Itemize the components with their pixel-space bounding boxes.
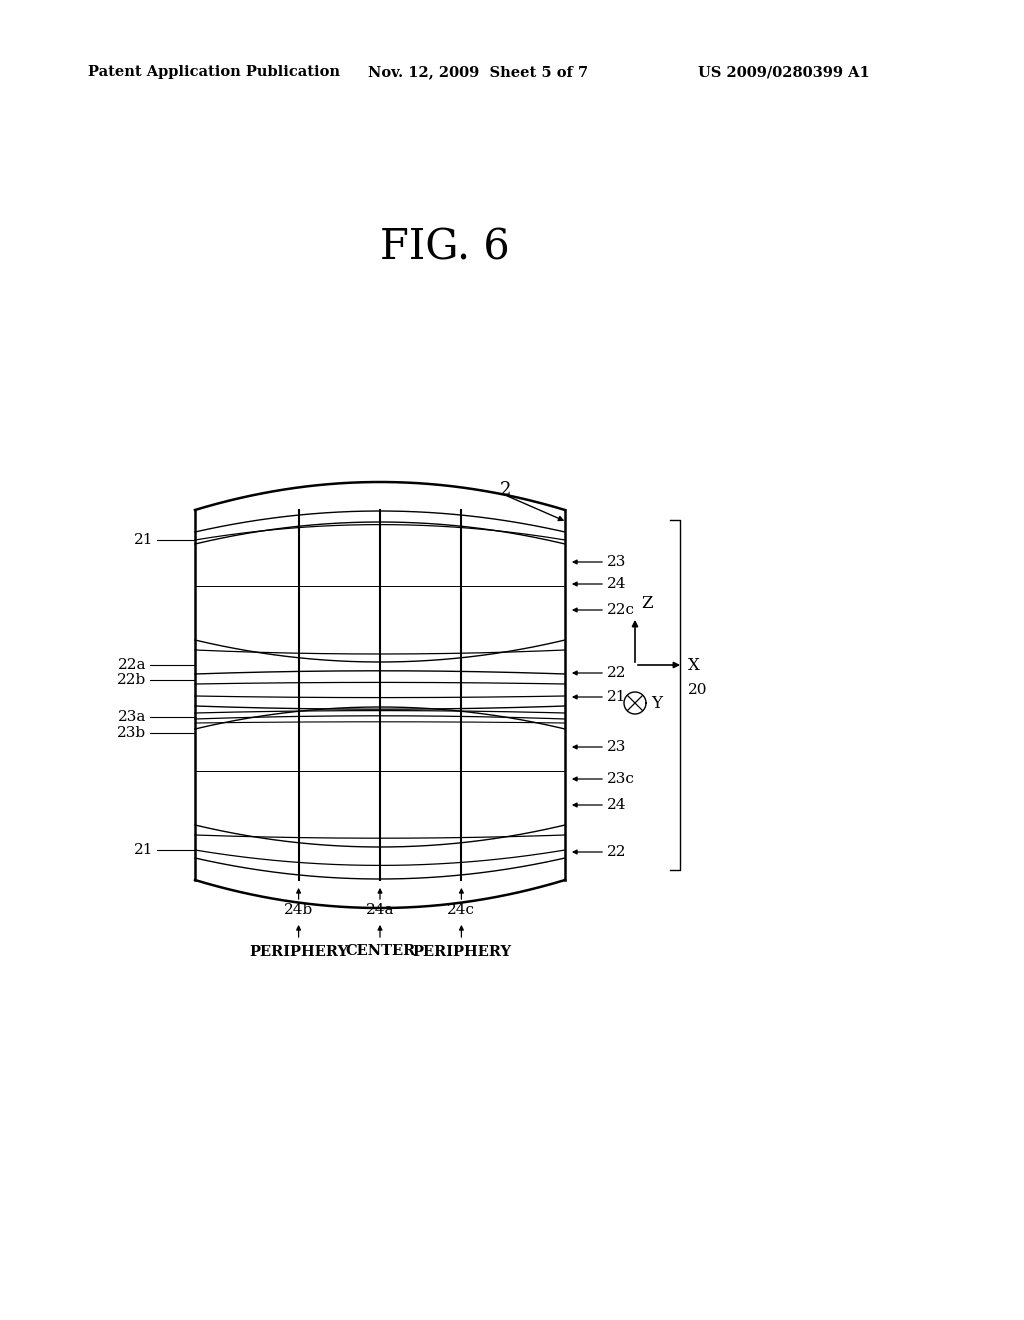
Text: X: X: [688, 656, 699, 673]
Text: FIG. 6: FIG. 6: [380, 227, 510, 269]
Text: 20: 20: [688, 682, 708, 697]
Text: 22a: 22a: [118, 657, 146, 672]
Text: Z: Z: [641, 595, 652, 612]
Text: 21: 21: [607, 690, 627, 704]
Text: 22: 22: [607, 845, 627, 859]
Text: Patent Application Publication: Patent Application Publication: [88, 65, 340, 79]
Text: PERIPHERY: PERIPHERY: [249, 945, 348, 960]
Text: 23a: 23a: [118, 710, 146, 723]
Text: US 2009/0280399 A1: US 2009/0280399 A1: [698, 65, 869, 79]
Text: CENTER: CENTER: [345, 944, 415, 958]
Text: 23c: 23c: [607, 772, 635, 785]
Text: 22: 22: [607, 667, 627, 680]
Text: Nov. 12, 2009  Sheet 5 of 7: Nov. 12, 2009 Sheet 5 of 7: [368, 65, 588, 79]
Text: 22b: 22b: [117, 673, 146, 686]
Text: 2: 2: [500, 480, 511, 499]
Text: 21: 21: [133, 533, 153, 546]
Text: 24: 24: [607, 799, 627, 812]
Text: 24c: 24c: [447, 903, 475, 917]
Text: 23: 23: [607, 741, 627, 754]
Text: PERIPHERY: PERIPHERY: [412, 945, 511, 960]
Text: 24: 24: [607, 577, 627, 591]
Text: 22c: 22c: [607, 603, 635, 616]
Text: 23: 23: [607, 554, 627, 569]
Text: 21: 21: [133, 843, 153, 857]
Text: 24a: 24a: [366, 903, 394, 917]
Text: Y: Y: [651, 694, 662, 711]
Text: 24b: 24b: [284, 903, 313, 917]
Text: 23b: 23b: [117, 726, 146, 741]
